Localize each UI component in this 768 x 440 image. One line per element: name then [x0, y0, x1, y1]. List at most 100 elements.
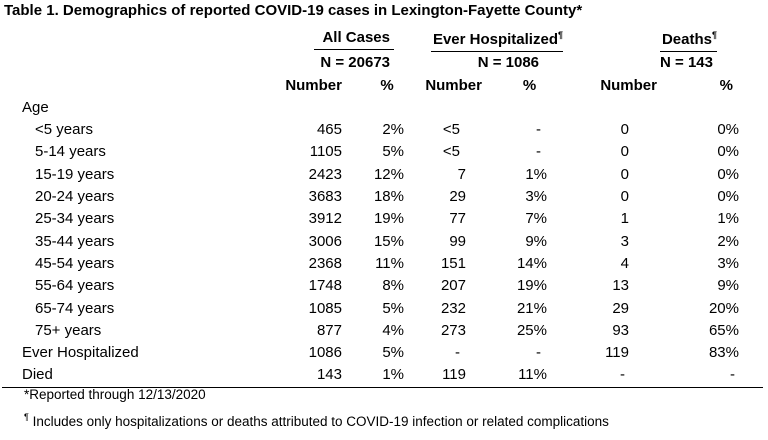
- footnote-pilcrow: ¶ Includes only hospitalizations or deat…: [24, 406, 609, 433]
- cell-deaths-percent: 83%: [708, 344, 739, 362]
- cell-all-cases-percent: 18%: [373, 188, 404, 206]
- summary-row: Died 143 1% 119 11% - -: [2, 364, 763, 388]
- group-header-all-cases: All Cases: [278, 24, 416, 52]
- cell-all-cases-number: 3683: [308, 188, 342, 206]
- cell-hospitalized-percent: 1%: [525, 165, 547, 183]
- section-label-age: Age: [22, 98, 49, 116]
- cell-deaths-number: 93: [612, 321, 629, 339]
- group-name-all-cases: All Cases: [314, 27, 394, 50]
- cell-deaths-percent: 0%: [717, 143, 739, 161]
- cell-deaths-percent: 65%: [708, 321, 739, 339]
- table-row: 55-64 years 1748 8% 207 19% 13 9%: [2, 275, 763, 297]
- row-label: 45-54 years: [35, 254, 115, 272]
- group-name-deaths: Deaths: [661, 31, 712, 48]
- cell-deaths-number: 3: [620, 232, 629, 250]
- cell-hospitalized-percent: -: [536, 143, 541, 161]
- cell-hospitalized-number: -: [455, 344, 460, 362]
- table-row: 15-19 years 2423 12% 7 1% 0 0%: [2, 164, 763, 186]
- cell-deaths-percent: 1%: [717, 210, 739, 228]
- cell-deaths-number: 0: [620, 188, 629, 206]
- cell-deaths-number: 1: [620, 210, 629, 228]
- pilcrow-mark: ¶: [711, 30, 717, 40]
- cell-all-cases-percent: 5%: [382, 143, 404, 161]
- table-row: 35-44 years 3006 15% 99 9% 3 2%: [2, 231, 763, 253]
- cell-deaths-number: 119: [605, 344, 629, 362]
- row-label: Died: [2, 364, 278, 388]
- cell-hospitalized-number: 232: [440, 299, 466, 317]
- n-all-cases: N = 20673: [320, 54, 390, 72]
- cell-hospitalized-percent: 19%: [516, 277, 547, 295]
- col-number: Number: [285, 76, 342, 94]
- cell-hospitalized-percent: 21%: [516, 299, 547, 317]
- cell-deaths-percent: 0%: [717, 121, 739, 139]
- cell-hospitalized-number: 99: [449, 232, 466, 250]
- cell-all-cases-number: 2423: [308, 165, 342, 183]
- cell-all-cases-number: 1086: [308, 344, 342, 362]
- cell-hospitalized-percent: 14%: [516, 254, 547, 272]
- row-label: 55-64 years: [35, 277, 115, 295]
- cell-deaths-number: -: [563, 364, 667, 388]
- row-label: 15-19 years: [35, 165, 115, 183]
- n-header-row: N = 20673 N = 1086 N = 143: [2, 52, 763, 74]
- summary-row: Ever Hospitalized 1086 5% - - 119 83%: [2, 342, 763, 364]
- cell-all-cases-number: 465: [316, 121, 342, 139]
- cell-hospitalized-percent: 11%: [496, 364, 563, 388]
- table-row: 45-54 years 2368 11% 151 14% 4 3%: [2, 253, 763, 275]
- demographics-table: All Cases Ever Hospitalized¶ Deaths¶ N =…: [2, 24, 763, 388]
- footnote-reported: *Reported through 12/13/2020: [24, 387, 206, 402]
- col-percent: %: [719, 76, 733, 94]
- table-row: 25-34 years 3912 19% 77 7% 1 1%: [2, 208, 763, 230]
- col-percent: %: [380, 76, 394, 94]
- cell-deaths-percent: 0%: [717, 165, 739, 183]
- section-row-age: Age: [2, 97, 763, 119]
- cell-deaths-number: 4: [620, 254, 629, 272]
- subheader-row: Number % Number % Number %: [2, 75, 763, 97]
- cell-deaths-percent: 0%: [717, 188, 739, 206]
- cell-deaths-percent: 20%: [708, 299, 739, 317]
- cell-hospitalized-number: 119: [416, 364, 496, 388]
- n-hospitalized: N = 1086: [477, 54, 539, 72]
- cell-deaths-number: 0: [620, 143, 629, 161]
- cell-all-cases-percent: 2%: [382, 121, 404, 139]
- group-header-row: All Cases Ever Hospitalized¶ Deaths¶: [2, 24, 763, 53]
- cell-hospitalized-percent: -: [536, 344, 541, 362]
- cell-hospitalized-number: 77: [449, 210, 466, 228]
- cell-deaths-percent: 9%: [717, 277, 739, 295]
- col-percent: %: [522, 76, 537, 94]
- cell-all-cases-number: 2368: [308, 254, 342, 272]
- cell-deaths-percent: -: [667, 364, 763, 388]
- group-header-deaths: Deaths¶: [563, 24, 763, 53]
- row-label: 75+ years: [35, 321, 102, 339]
- cell-all-cases-percent: 12%: [373, 165, 404, 183]
- cell-all-cases-percent: 8%: [382, 277, 404, 295]
- cell-all-cases-percent: 19%: [373, 210, 404, 228]
- cell-all-cases-number: 143: [278, 364, 358, 388]
- table-row: 20-24 years 3683 18% 29 3% 0 0%: [2, 186, 763, 208]
- cell-deaths-number: 13: [612, 277, 629, 295]
- row-label: 35-44 years: [35, 232, 115, 250]
- cell-all-cases-percent: 11%: [375, 254, 404, 272]
- row-label: Ever Hospitalized: [22, 344, 139, 362]
- cell-all-cases-number: 1085: [308, 299, 342, 317]
- table-row: 75+ years 877 4% 273 25% 93 65%: [2, 320, 763, 342]
- group-header-hospitalized: Ever Hospitalized¶: [416, 24, 563, 53]
- row-label: 5-14 years: [35, 143, 106, 161]
- pilcrow-mark: ¶: [557, 30, 563, 40]
- cell-hospitalized-number: <5: [442, 121, 460, 139]
- cell-all-cases-percent: 15%: [373, 232, 404, 250]
- cell-deaths-percent: 2%: [717, 232, 739, 250]
- cell-hospitalized-number: 151: [440, 254, 466, 272]
- cell-hospitalized-percent: 3%: [525, 188, 547, 206]
- cell-hospitalized-number: <5: [442, 143, 460, 161]
- cell-deaths-number: 0: [620, 165, 629, 183]
- cell-all-cases-percent: 5%: [382, 299, 404, 317]
- cell-deaths-number: 0: [620, 121, 629, 139]
- cell-deaths-percent: 3%: [717, 254, 739, 272]
- cell-all-cases-percent: 5%: [382, 344, 404, 362]
- cell-hospitalized-percent: 9%: [525, 232, 547, 250]
- footnotes: *Reported through 12/13/2020 ¶ Includes …: [24, 384, 609, 433]
- cell-all-cases-percent: 1%: [358, 364, 416, 388]
- cell-hospitalized-percent: 25%: [516, 321, 547, 339]
- cell-all-cases-number: 1105: [309, 143, 342, 161]
- col-number: Number: [425, 76, 482, 94]
